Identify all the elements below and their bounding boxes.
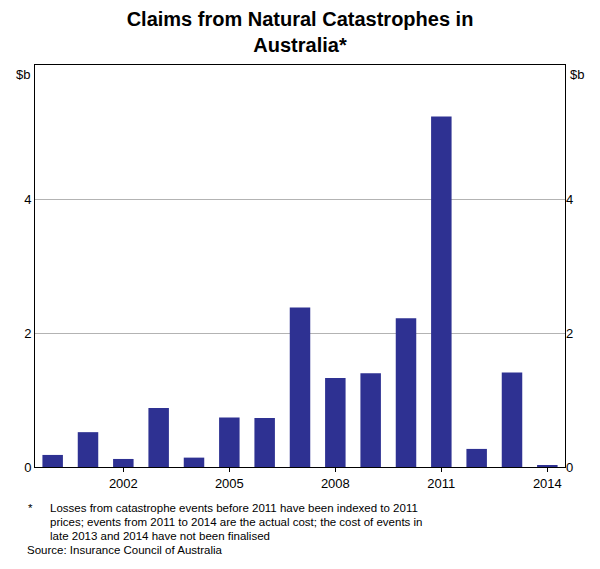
- svg-text:4: 4: [566, 192, 573, 207]
- svg-text:0: 0: [566, 460, 573, 475]
- svg-text:4: 4: [24, 192, 31, 207]
- svg-text:Claims from Natural Catastroph: Claims from Natural Catastrophes inAustr…: [127, 8, 474, 56]
- svg-text:$b: $b: [16, 67, 30, 82]
- svg-text:$b: $b: [570, 67, 584, 82]
- svg-text:Losses from catastrophe events: Losses from catastrophe events before 20…: [50, 502, 418, 514]
- svg-text:2008: 2008: [321, 476, 350, 491]
- svg-text:2: 2: [566, 326, 573, 341]
- svg-text:2014: 2014: [533, 476, 562, 491]
- svg-text:Source: Insurance Council of A: Source: Insurance Council of Australia: [27, 544, 223, 556]
- svg-text:late 2013 and 2014 have not be: late 2013 and 2014 have not been finalis…: [50, 530, 270, 542]
- svg-text:2: 2: [24, 326, 31, 341]
- svg-text:*: *: [28, 502, 33, 514]
- svg-text:2002: 2002: [109, 476, 138, 491]
- svg-text:prices; events from 2011 to 20: prices; events from 2011 to 2014 are the…: [50, 516, 422, 528]
- svg-text:0: 0: [24, 460, 31, 475]
- svg-text:2011: 2011: [427, 476, 455, 491]
- svg-text:2005: 2005: [215, 476, 244, 491]
